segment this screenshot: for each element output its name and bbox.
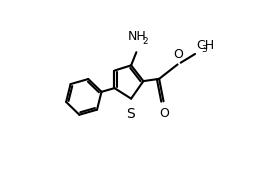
Text: CH: CH: [196, 39, 214, 52]
Text: 2: 2: [143, 36, 148, 46]
Text: S: S: [126, 106, 135, 121]
Text: O: O: [160, 106, 169, 119]
Text: 3: 3: [201, 45, 207, 54]
Text: O: O: [173, 48, 183, 61]
Text: NH: NH: [128, 30, 147, 43]
